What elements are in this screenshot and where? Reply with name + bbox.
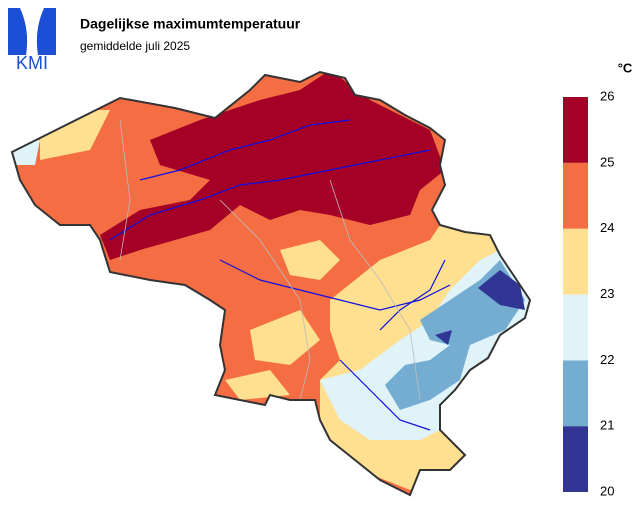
legend-tick-label: 24 — [600, 220, 614, 235]
legend-tick-label: 23 — [600, 286, 614, 301]
legend-tick-label: 25 — [600, 154, 614, 169]
temperature-map — [12, 72, 530, 495]
legend-tick-label: 22 — [600, 352, 614, 367]
legend-bin — [563, 426, 588, 492]
legend-tick-label: 20 — [600, 483, 614, 498]
country-border — [10, 70, 532, 497]
logo: KMI — [8, 8, 56, 73]
logo-text: KMI — [16, 53, 48, 73]
color-legend: 20 21 22 23 24 25 26 — [563, 88, 614, 498]
legend-tick-label: 21 — [600, 418, 614, 433]
subtitle: gemiddelde juli 2025 — [80, 39, 190, 53]
legend-tick-label: 26 — [600, 88, 614, 103]
legend-bin — [563, 360, 588, 427]
legend-bin — [563, 294, 588, 361]
title: Dagelijkse maximumtemperatuur — [80, 16, 301, 32]
legend-bin — [563, 162, 588, 229]
legend-bin — [563, 97, 588, 163]
legend-bin — [563, 228, 588, 295]
legend-unit: °C — [618, 60, 633, 75]
